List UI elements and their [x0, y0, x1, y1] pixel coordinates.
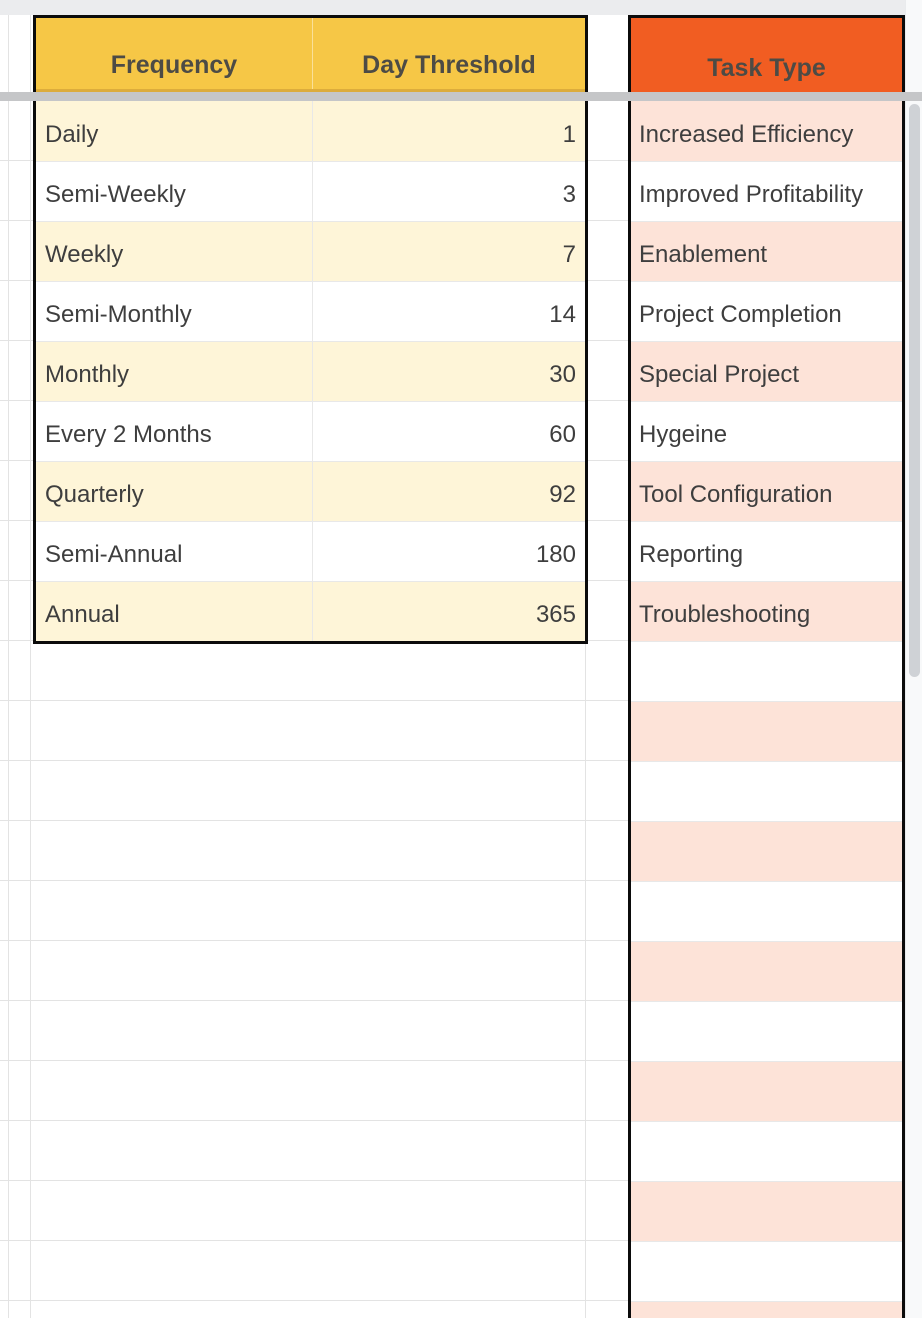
empty-striped-row[interactable] [631, 1181, 902, 1241]
frequency-rows: Daily 1 Semi-Weekly 3 Weekly 7 Semi-Mont… [36, 101, 585, 641]
table-row: Semi-Annual 180 [36, 521, 585, 581]
frozen-row-divider[interactable] [0, 92, 922, 101]
table-row: Increased Efficiency [631, 101, 902, 161]
task-type-table-header-row: Task Type [631, 18, 902, 92]
day-threshold-cell[interactable]: 180 [312, 522, 585, 581]
table-row: Reporting [631, 521, 902, 581]
frequency-cell[interactable]: Every 2 Months [45, 421, 212, 448]
frequency-header-cell[interactable]: Frequency [110, 51, 238, 79]
table-row: Project Completion [631, 281, 902, 341]
task-type-empty-rows [631, 641, 902, 1318]
empty-striped-row[interactable] [631, 1301, 902, 1318]
empty-striped-row[interactable] [631, 1001, 902, 1061]
task-type-cell[interactable]: Troubleshooting [639, 601, 811, 628]
table-row: Improved Profitability [631, 161, 902, 221]
day-threshold-cell[interactable]: 3 [312, 162, 585, 221]
empty-striped-row[interactable] [631, 881, 902, 941]
gridline-vertical [30, 15, 31, 1318]
day-threshold-header-cell[interactable]: Day Threshold [312, 18, 585, 89]
table-row: Hygeine [631, 401, 902, 461]
gridline-vertical [8, 15, 9, 1318]
table-row: Semi-Weekly 3 [36, 161, 585, 221]
day-threshold-cell[interactable]: 30 [312, 342, 585, 401]
empty-striped-row[interactable] [631, 941, 902, 1001]
column-header-strip [0, 0, 905, 15]
task-type-cell[interactable]: Special Project [639, 361, 800, 388]
frequency-cell[interactable]: Weekly [45, 241, 124, 268]
task-type-cell[interactable]: Increased Efficiency [639, 121, 854, 148]
empty-striped-row[interactable] [631, 821, 902, 881]
day-threshold-cell[interactable]: 92 [312, 462, 585, 521]
table-row: Quarterly 92 [36, 461, 585, 521]
table-row: Special Project [631, 341, 902, 401]
day-threshold-cell[interactable]: 365 [312, 582, 585, 641]
table-row: Daily 1 [36, 101, 585, 161]
empty-striped-row[interactable] [631, 641, 902, 701]
day-threshold-cell[interactable]: 1 [312, 101, 585, 161]
day-threshold-cell[interactable]: 60 [312, 402, 585, 461]
empty-striped-row[interactable] [631, 761, 902, 821]
day-threshold-cell[interactable]: 14 [312, 282, 585, 341]
frequency-cell[interactable]: Annual [45, 601, 120, 628]
task-type-rows: Increased Efficiency Improved Profitabil… [631, 101, 902, 641]
frequency-table-header-row: Frequency Day Threshold [36, 18, 585, 92]
table-row: Annual 365 [36, 581, 585, 641]
empty-striped-row[interactable] [631, 1121, 902, 1181]
frequency-cell[interactable]: Semi-Weekly [45, 181, 186, 208]
table-row: Tool Configuration [631, 461, 902, 521]
vertical-scrollbar-thumb[interactable] [909, 104, 920, 677]
table-row: Monthly 30 [36, 341, 585, 401]
empty-striped-row[interactable] [631, 1061, 902, 1121]
frequency-cell[interactable]: Semi-Annual [45, 541, 183, 568]
frequency-table: Frequency Day Threshold Daily 1 Semi-Wee… [33, 15, 588, 644]
frequency-cell[interactable]: Quarterly [45, 481, 144, 508]
table-row: Every 2 Months 60 [36, 401, 585, 461]
day-threshold-cell[interactable]: 7 [312, 222, 585, 281]
task-type-table: Task Type Increased Efficiency Improved … [628, 15, 905, 1318]
frequency-cell[interactable]: Semi-Monthly [45, 301, 192, 328]
task-type-cell[interactable]: Enablement [639, 241, 768, 268]
table-row: Enablement [631, 221, 902, 281]
task-type-cell[interactable]: Project Completion [639, 301, 842, 328]
empty-striped-row[interactable] [631, 701, 902, 761]
gridline-vertical [585, 15, 586, 1318]
frequency-cell[interactable]: Monthly [45, 361, 130, 388]
table-row: Weekly 7 [36, 221, 585, 281]
task-type-cell[interactable]: Hygeine [639, 421, 728, 448]
task-type-cell[interactable]: Improved Profitability [639, 181, 864, 208]
table-row: Troubleshooting [631, 581, 902, 641]
task-type-cell[interactable]: Tool Configuration [639, 481, 833, 508]
task-type-header-cell[interactable]: Task Type [707, 54, 826, 82]
empty-striped-row[interactable] [631, 1241, 902, 1301]
frequency-cell[interactable]: Daily [45, 121, 99, 148]
table-row: Semi-Monthly 14 [36, 281, 585, 341]
task-type-cell[interactable]: Reporting [639, 541, 744, 568]
